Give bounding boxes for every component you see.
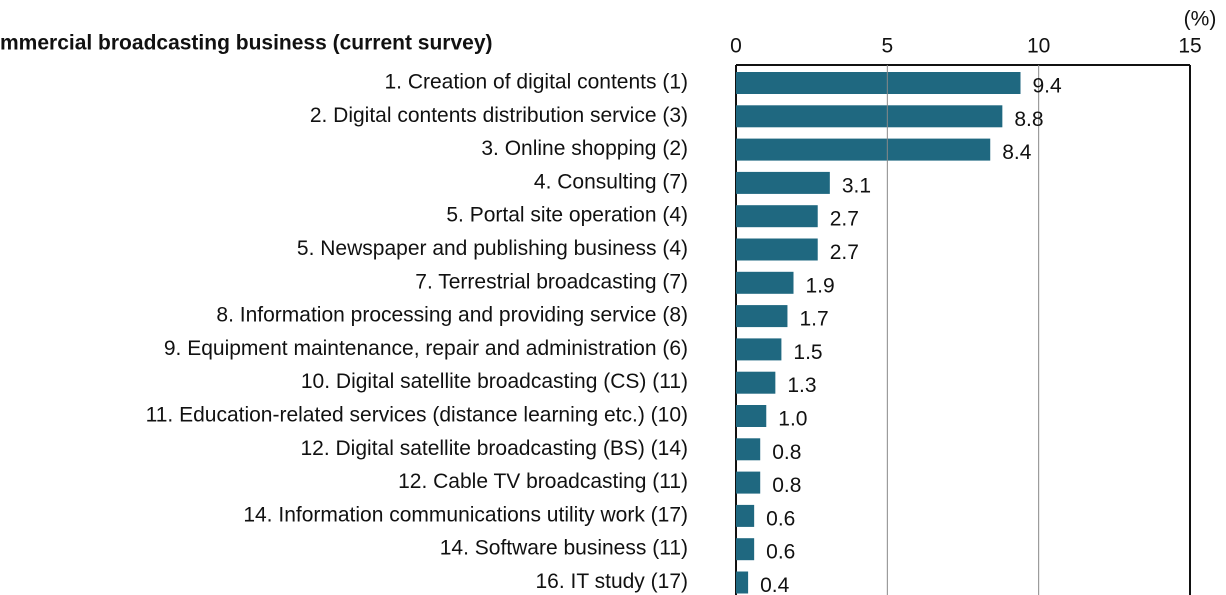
x-tick-label: 10 [1027, 35, 1050, 58]
bar [736, 72, 1021, 94]
bar [736, 238, 818, 261]
value-label: 1.0 [778, 408, 807, 431]
value-label: 0.6 [766, 541, 795, 564]
y-tick-label: 5. Portal site operation (4) [446, 204, 688, 227]
bar [736, 171, 830, 194]
bar [736, 138, 991, 161]
y-tick-label: 16. IT study (17) [535, 570, 688, 593]
value-label: 0.8 [772, 441, 801, 464]
y-tick-label: 8. Information processing and providing … [216, 304, 688, 327]
bar [736, 205, 818, 228]
y-tick-label: 14. Information communications utility w… [243, 503, 688, 526]
bar [736, 471, 761, 494]
y-tick-label: 10. Digital satellite broadcasting (CS) … [301, 370, 688, 393]
value-label: 9.4 [1033, 75, 1063, 98]
y-tick-label: 11. Education-related services (distance… [146, 404, 688, 427]
value-label: 0.8 [772, 474, 801, 497]
bar [736, 405, 767, 427]
bar [736, 271, 794, 294]
x-tick-label: 0 [730, 35, 742, 58]
value-label: 8.4 [1002, 141, 1032, 164]
x-tick-label: 15 [1178, 35, 1201, 58]
y-tick-label: 1. Creation of digital contents (1) [385, 71, 689, 94]
value-label: 2.7 [830, 208, 859, 231]
value-label: 1.7 [799, 308, 828, 331]
value-label: 1.3 [787, 374, 816, 397]
bar [736, 105, 1003, 128]
value-label: 2.7 [830, 241, 859, 264]
value-label: 8.8 [1014, 108, 1043, 131]
value-label: 0.6 [766, 507, 795, 530]
bar [736, 504, 755, 527]
bar [736, 538, 755, 561]
value-label: 0.4 [760, 574, 790, 595]
y-tick-label: 14. Software business (11) [440, 537, 688, 560]
y-tick-label: 4. Consulting (7) [534, 170, 688, 193]
bar [736, 371, 776, 394]
x-axis-label: (%) [1184, 8, 1217, 31]
y-tick-label: 9. Equipment maintenance, repair and adm… [164, 337, 688, 360]
y-tick-label: 2. Digital contents distribution service… [310, 104, 688, 127]
bar [736, 571, 749, 594]
x-tick-label: 5 [881, 35, 893, 58]
y-tick-label: 7. Terrestrial broadcasting (7) [415, 270, 688, 293]
y-tick-label: 12. Digital satellite broadcasting (BS) … [300, 437, 688, 460]
bar [736, 438, 761, 461]
value-label: 1.5 [793, 341, 822, 364]
bar [736, 338, 782, 361]
chart-title: mmercial broadcasting business (current … [0, 32, 493, 55]
y-tick-label: 12. Cable TV broadcasting (11) [398, 470, 688, 493]
bar [736, 305, 788, 328]
y-tick-label: 3. Online shopping (2) [481, 137, 688, 160]
y-tick-label: 5. Newspaper and publishing business (4) [297, 237, 688, 260]
value-label: 1.9 [806, 274, 835, 297]
value-label: 3.1 [842, 174, 871, 197]
